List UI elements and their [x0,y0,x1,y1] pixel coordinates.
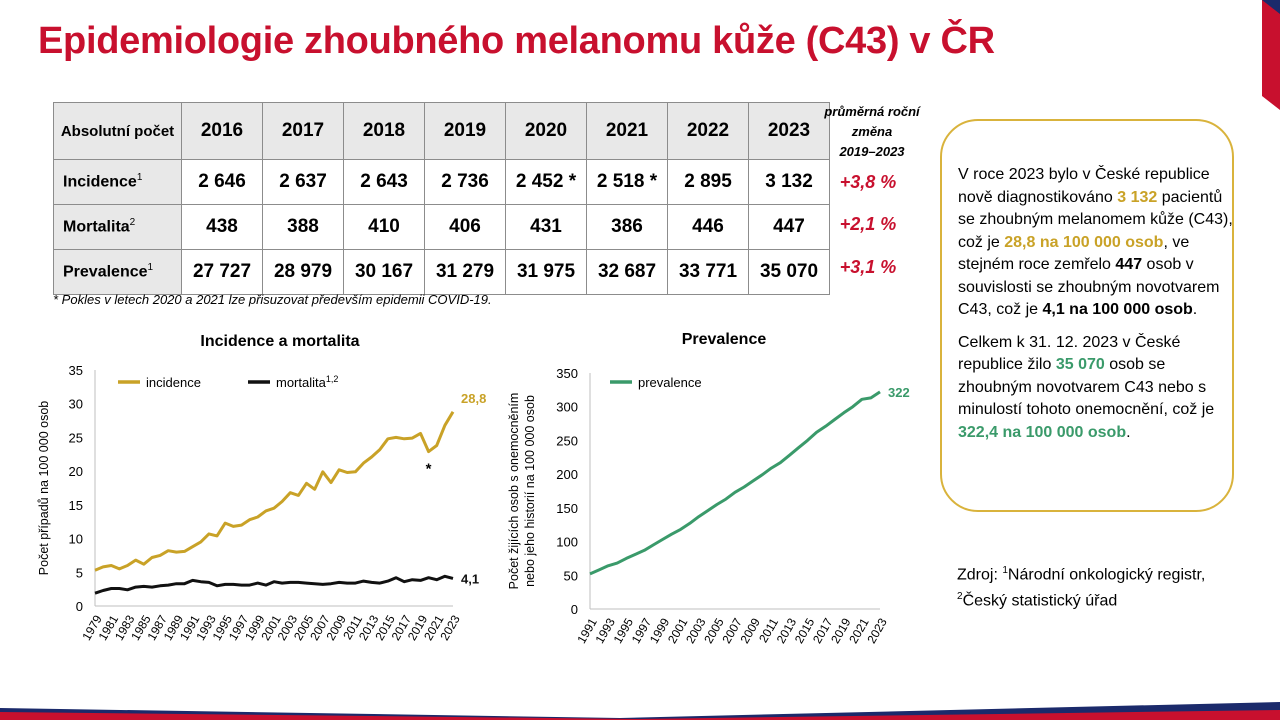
table-cell: 2 452 * [505,159,587,205]
year-header: 2020 [505,102,587,160]
change-incidence: +3,8 % [839,172,897,192]
y-tick-label: 15 [69,498,83,513]
info-paragraph-1: V roce 2023 bylo v České republice nově … [958,166,1233,318]
incidence-mortality-chart: 0510152025303519791981198319851987198919… [37,363,486,643]
table-cell: 31 279 [424,249,506,295]
page-title: Epidemiologie zhoubného melanomu kůže (C… [38,20,995,62]
table-cell: 33 771 [667,249,749,295]
y-axis-title: Počet případů na 100 000 osob [37,401,51,575]
table-cell: 410 [343,204,425,250]
row-label-mortality: Mortalita2 [53,204,182,250]
table-cell: 2 518 * [586,159,668,205]
table-header-row: Absolutní počet 2016 2017 2018 2019 2020… [53,102,830,160]
end-value-label: 322 [888,385,910,400]
table-cell: 2 646 [181,159,263,205]
y-tick-label: 300 [556,400,578,415]
source-line-2: 2Český statistický úřad [957,591,1118,610]
year-header: 2016 [181,102,263,160]
chart-title-prevalence: Prevalence [681,331,767,348]
y-tick-label: 35 [69,363,83,378]
table-cell: 438 [181,204,263,250]
table-row-prevalence: Prevalence1 27 727 28 979 30 167 31 279 … [53,249,830,295]
table-cell: 386 [586,204,668,250]
y-tick-label: 0 [571,602,578,617]
y-tick-label: 0 [76,599,83,614]
table-cell: 2 736 [424,159,506,205]
info-paragraph-2: Celkem k 31. 12. 2023 v České republice … [958,333,1215,441]
y-axis-title: Počet žijících osob s onemocněním [507,393,521,590]
y-tick-label: 350 [556,366,578,381]
table-cell: 30 167 [343,249,425,295]
change-header-line: průměrná roční [824,104,920,119]
source-line-1: Zdroj: 1Národní onkologický registr, [957,565,1206,584]
chart-title-incidence: Incidence a mortalita [200,333,360,350]
table-cell: 32 687 [586,249,668,295]
row-label-prevalence: Prevalence1 [53,249,182,295]
legend-label: mortalita1,2 [276,374,338,390]
change-header-line: změna [851,124,893,139]
series-line-mortalita [94,574,454,595]
corner-accent [1262,0,1280,110]
year-header: 2018 [343,102,425,160]
y-axis-title: nebo jeho historií na 100 000 osob [523,395,537,587]
end-value-label: 4,1 [461,571,479,586]
y-tick-label: 5 [76,565,83,580]
y-tick-label: 30 [69,397,83,412]
y-tick-label: 10 [69,532,83,547]
legend-label: incidence [146,375,201,390]
y-tick-label: 200 [556,467,578,482]
legend-label: prevalence [638,375,702,390]
bottom-accent-bar [0,702,1280,720]
y-tick-label: 50 [564,568,578,583]
table-row-mortality: Mortalita2 438 388 410 406 431 386 446 4… [53,204,830,250]
table-cell: 447 [748,204,830,250]
table-cell: 446 [667,204,749,250]
table-corner-label: Absolutní počet [53,102,182,160]
table-cell: 388 [262,204,344,250]
change-prevalence: +3,1 % [839,257,897,277]
table-cell: 28 979 [262,249,344,295]
stats-table: Absolutní počet 2016 2017 2018 2019 2020… [53,102,830,295]
row-label-incidence: Incidence1 [53,159,182,205]
y-tick-label: 25 [69,430,83,445]
prevalence-chart: 0501001502002503003501991199319951997199… [507,366,910,646]
info-box [940,119,1234,512]
table-footnote: * Pokles v letech 2020 a 2021 lze přisuz… [53,292,492,307]
change-mortality: +2,1 % [839,214,897,234]
year-header: 2017 [262,102,344,160]
year-header: 2019 [424,102,506,160]
end-value-label: 28,8 [461,391,486,406]
table-cell: 406 [424,204,506,250]
source-note: Zdroj: 1Národní onkologický registr, 2Če… [957,560,1205,613]
table-cell: 2 637 [262,159,344,205]
y-tick-label: 150 [556,501,578,516]
x-tick-label: 2023 [864,615,890,645]
annotation-marker: * [426,461,432,478]
table-cell: 31 975 [505,249,587,295]
table-cell: 2 895 [667,159,749,205]
change-header: průměrná roční změna 2019–2023 [812,102,932,162]
table-row-incidence: Incidence1 2 646 2 637 2 643 2 736 2 452… [53,159,830,205]
y-tick-label: 100 [556,535,578,550]
change-header-line: 2019–2023 [839,144,905,159]
y-tick-label: 250 [556,433,578,448]
table-cell: 431 [505,204,587,250]
series-line-incidence [94,411,455,572]
table-cell: 2 643 [343,159,425,205]
table-cell: 27 727 [181,249,263,295]
year-header: 2021 [586,102,668,160]
table-cell: 35 070 [748,249,830,295]
year-header: 2022 [667,102,749,160]
y-tick-label: 20 [69,464,83,479]
series-line-prevalence [589,390,881,576]
info-text: V roce 2023 bylo v České republice nově … [958,164,1240,454]
